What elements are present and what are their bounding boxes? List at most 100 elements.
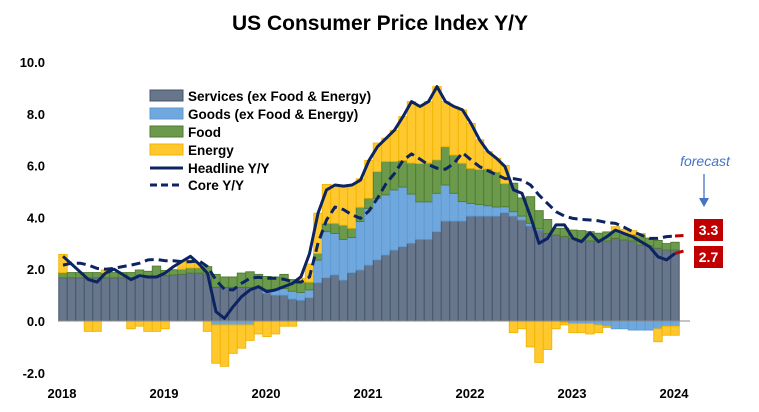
bar-services xyxy=(194,272,204,322)
bar-services xyxy=(253,286,264,322)
bar-services xyxy=(321,277,332,322)
bar-energy xyxy=(423,101,434,164)
bar-food xyxy=(508,182,519,213)
bar-energy xyxy=(415,106,425,164)
bar-services xyxy=(610,237,621,322)
bar-energy xyxy=(525,320,536,348)
bar-goods xyxy=(389,189,400,251)
bar-food xyxy=(296,281,306,293)
bar-services xyxy=(143,277,153,322)
bar-energy xyxy=(160,320,170,330)
bar-goods xyxy=(406,193,417,244)
bar-goods xyxy=(593,320,604,326)
x-tick-label: 2022 xyxy=(456,386,485,401)
bar-services xyxy=(168,274,179,322)
bar-services xyxy=(134,277,145,322)
bar-services xyxy=(585,240,595,322)
bar-services xyxy=(75,277,85,322)
bar-goods xyxy=(440,184,451,222)
bar-goods xyxy=(287,290,298,300)
bar-food xyxy=(670,241,680,251)
bar-services xyxy=(236,286,247,322)
bar-services xyxy=(66,277,77,322)
bar-food xyxy=(304,281,315,291)
bar-services xyxy=(338,279,349,322)
legend-label: Food xyxy=(188,125,221,140)
bar-food xyxy=(466,167,476,204)
bar-services xyxy=(279,294,289,322)
bar-services xyxy=(415,238,425,322)
bar-goods xyxy=(381,194,391,256)
bar-services xyxy=(636,244,646,322)
bar-goods xyxy=(279,288,289,296)
bar-goods xyxy=(398,186,408,248)
forecast-annotation: forecast xyxy=(680,153,731,207)
forecast-labels: 3.3 2.7 xyxy=(694,219,723,268)
bar-energy xyxy=(559,321,570,326)
bar-services xyxy=(304,297,315,322)
bar-services xyxy=(466,215,476,322)
bar-energy xyxy=(134,320,145,327)
bar-food xyxy=(457,162,468,203)
bar-energy xyxy=(211,324,221,364)
bar-services xyxy=(551,234,561,322)
bar-goods xyxy=(372,197,383,261)
bar-services xyxy=(508,215,519,322)
bar-goods xyxy=(296,292,306,301)
bar-goods xyxy=(644,320,655,331)
bar-food xyxy=(66,272,77,279)
bar-energy xyxy=(330,184,340,224)
legend-swatch xyxy=(149,143,184,156)
x-tick-label: 2018 xyxy=(48,386,77,401)
bar-services xyxy=(542,233,553,322)
bar-services xyxy=(355,269,366,322)
x-tick-label: 2020 xyxy=(252,386,281,401)
bar-services xyxy=(525,225,536,322)
bar-energy xyxy=(236,324,247,349)
bar-food xyxy=(653,240,663,249)
bar-energy xyxy=(508,320,519,334)
bar-food xyxy=(347,227,357,239)
bar-services xyxy=(670,249,680,322)
bar-food xyxy=(185,267,196,274)
bar-energy xyxy=(440,101,451,148)
bar-services xyxy=(313,282,323,322)
bar-services xyxy=(109,277,119,322)
bar-energy xyxy=(653,328,663,343)
bar-goods xyxy=(636,320,646,331)
x-tick-label: 2019 xyxy=(150,386,179,401)
bar-energy xyxy=(262,320,272,337)
y-tick-label: 4.0 xyxy=(27,210,45,225)
forecast-arrow-head-icon xyxy=(699,198,709,207)
forecast-label-box xyxy=(694,246,723,268)
bar-energy xyxy=(83,320,94,332)
bar-goods xyxy=(321,231,332,279)
bar-food xyxy=(423,162,434,203)
bar-food xyxy=(500,183,510,208)
bar-services xyxy=(406,242,417,322)
bar-services xyxy=(389,249,400,322)
bar-food xyxy=(534,210,544,230)
bar-energy xyxy=(270,320,281,335)
bar-services xyxy=(517,219,527,322)
bar-food xyxy=(372,171,383,199)
bar-services xyxy=(500,212,510,322)
bar-services xyxy=(440,220,451,322)
legend-swatch xyxy=(149,107,184,120)
bar-food xyxy=(177,268,187,275)
bar-energy xyxy=(219,324,230,367)
bar-services xyxy=(262,292,272,322)
bar-goods xyxy=(211,320,221,326)
bar-goods xyxy=(245,320,255,326)
bar-food xyxy=(542,219,553,234)
forecast-value-label: 3.3 xyxy=(699,222,719,238)
bar-food xyxy=(474,169,485,205)
bar-services xyxy=(372,259,383,322)
bar-food xyxy=(525,196,536,224)
bar-energy xyxy=(449,106,459,156)
bar-services xyxy=(576,239,587,322)
bar-goods xyxy=(661,320,672,327)
bar-energy xyxy=(670,325,680,336)
bar-energy xyxy=(287,320,298,327)
bar-energy xyxy=(126,320,136,330)
